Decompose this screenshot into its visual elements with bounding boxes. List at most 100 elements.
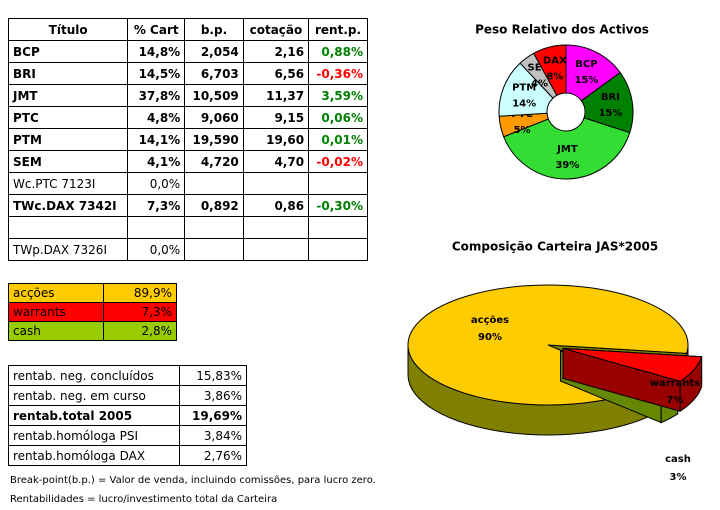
cell: 19,590 bbox=[184, 128, 244, 151]
cell: PTM bbox=[7, 128, 129, 151]
cell: 3,86% bbox=[178, 385, 248, 406]
row: BRI 14,5% 6,703 6,56 -0,36% bbox=[7, 62, 368, 85]
header-cell: Título bbox=[7, 18, 129, 41]
slice-value-label: 15% bbox=[574, 75, 598, 86]
cell: 37,8% bbox=[127, 84, 186, 107]
cell: 2,8% bbox=[103, 321, 177, 341]
slice-label: DAX bbox=[543, 55, 567, 66]
cell bbox=[127, 216, 186, 239]
element: Título% Cart b.p. cotação rent.p. BCP 14,8% 2… bbox=[7, 18, 368, 261]
row: rentab.homóloga PSI 3,84% bbox=[8, 425, 248, 446]
slice bbox=[503, 117, 631, 180]
slice-label: cash bbox=[665, 454, 691, 465]
element: rentab. neg. concluídos 15,83% rentab. ne… bbox=[8, 365, 248, 466]
cell: 0,892 bbox=[184, 194, 244, 217]
slice-label: acções bbox=[471, 315, 509, 326]
cell: 14,5% bbox=[127, 62, 186, 85]
slice bbox=[533, 44, 567, 97]
cell: -0,36% bbox=[308, 62, 368, 85]
cell: BCP bbox=[7, 40, 129, 63]
slice-value-label: 90% bbox=[478, 332, 502, 343]
cell: 0,88% bbox=[308, 40, 368, 63]
row bbox=[7, 216, 368, 239]
cell: 9,15 bbox=[242, 106, 310, 129]
slice-label: JMT bbox=[556, 144, 578, 155]
slice-label: PTM bbox=[512, 82, 536, 93]
cell: JMT bbox=[7, 84, 129, 107]
cell: 0,0% bbox=[127, 238, 186, 261]
cell bbox=[308, 216, 368, 239]
cell bbox=[184, 172, 244, 195]
cell: 2,16 bbox=[242, 40, 310, 63]
element: acções 89,9% warrants 7,3% cash 2,8% bbox=[7, 283, 177, 341]
cell: PTC bbox=[7, 106, 129, 129]
cell: 2,76% bbox=[178, 445, 248, 466]
slice-value-label: 14% bbox=[512, 98, 536, 109]
cell: 19,69% bbox=[178, 405, 248, 426]
row: rentab.total 2005 19,69% bbox=[8, 405, 248, 426]
allocation-table: acções 89,9% warrants 7,3% cash 2,8% bbox=[7, 283, 177, 341]
cell: Wc.PTC 7123I bbox=[7, 172, 129, 195]
cell: rentab.total 2005 bbox=[8, 405, 180, 426]
cell bbox=[242, 238, 310, 261]
cell: TWc.DAX 7342I bbox=[7, 194, 129, 217]
header-cell: % Cart bbox=[127, 18, 186, 41]
row: TWc.DAX 7342I 7,3% 0,892 0,86 -0,30% bbox=[7, 194, 368, 217]
note: Rentabilidades = lucro/investimento tota… bbox=[10, 494, 278, 505]
slice-value-label: 15% bbox=[598, 108, 622, 119]
slice bbox=[565, 44, 621, 102]
cell: 3,84% bbox=[178, 425, 248, 446]
header-cell: b.p. bbox=[184, 18, 244, 41]
cell: 11,37 bbox=[242, 84, 310, 107]
cell: 9,060 bbox=[184, 106, 244, 129]
cell: 6,56 bbox=[242, 62, 310, 85]
row: Título% Cart b.p. cotação rent.p. bbox=[7, 18, 368, 41]
cell: 0,01% bbox=[308, 128, 368, 151]
cell bbox=[184, 216, 244, 239]
cell: 14,1% bbox=[127, 128, 186, 151]
cell bbox=[242, 172, 310, 195]
cell: 7,3% bbox=[127, 194, 186, 217]
cell: SEM bbox=[7, 150, 129, 173]
cell: 19,60 bbox=[242, 128, 310, 151]
slice-value-label: 8% bbox=[546, 71, 563, 82]
cell: 7,3% bbox=[103, 302, 177, 322]
row: PTM 14,1% 19,590 19,60 0,01% bbox=[7, 128, 368, 151]
holdings-table: Título% Cart b.p. cotação rent.p. BCP 14,8% 2… bbox=[7, 18, 368, 261]
row: SEM 4,1% 4,720 4,70 -0,02% bbox=[7, 150, 368, 173]
slice-value-label: 4% bbox=[531, 79, 548, 90]
cell: 4,8% bbox=[127, 106, 186, 129]
cell: 0,86 bbox=[242, 194, 310, 217]
cell: rentab. neg. em curso bbox=[8, 385, 180, 406]
cell: 10,509 bbox=[184, 84, 244, 107]
slice bbox=[562, 347, 703, 382]
cell: -0,02% bbox=[308, 150, 368, 173]
slice-value-label: 39% bbox=[555, 160, 579, 171]
slice-value-label: 5% bbox=[514, 125, 531, 136]
slice bbox=[580, 71, 634, 134]
cell: 14,8% bbox=[127, 40, 186, 63]
slice-label: BRI bbox=[601, 92, 620, 103]
row: rentab. neg. concluídos 15,83% bbox=[8, 365, 248, 386]
cell: rentab.homóloga DAX bbox=[8, 445, 180, 466]
cell bbox=[242, 216, 310, 239]
slice-label: warrants bbox=[650, 378, 700, 389]
row: TWp.DAX 7326I 0,0% bbox=[7, 238, 368, 261]
cell: 4,720 bbox=[184, 150, 244, 173]
chart-title: Peso Relativo dos Activos bbox=[475, 23, 649, 37]
note: Break-point(b.p.) = Valor de venda, incl… bbox=[10, 475, 376, 486]
row: rentab. neg. em curso 3,86% bbox=[8, 385, 248, 406]
cell: rentab. neg. concluídos bbox=[8, 365, 180, 386]
header-cell: cotação bbox=[242, 18, 310, 41]
chart-title: Composição Carteira JAS*2005 bbox=[452, 240, 658, 254]
cell: cash bbox=[7, 321, 105, 341]
cell: 0,0% bbox=[127, 172, 186, 195]
cell: 0,06% bbox=[308, 106, 368, 129]
cell bbox=[308, 238, 368, 261]
cell: 4,70 bbox=[242, 150, 310, 173]
cell: 15,83% bbox=[178, 365, 248, 386]
row: warrants 7,3% bbox=[7, 302, 177, 322]
row: rentab.homóloga DAX 2,76% bbox=[8, 445, 248, 466]
row: acções 89,9% bbox=[7, 283, 177, 303]
